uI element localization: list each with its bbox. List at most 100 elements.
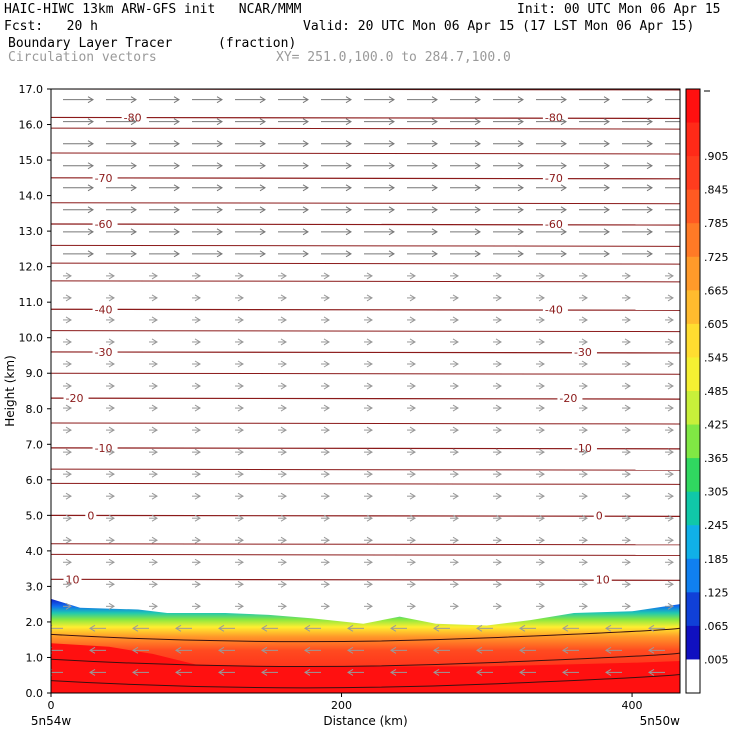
wind-vector-head [538, 558, 545, 566]
wind-vector-head [366, 360, 373, 368]
temperature-contour--80 [51, 116, 680, 120]
wind-vector-head [474, 162, 481, 170]
wind-vector-head [108, 470, 115, 478]
contour-label: 0 [87, 509, 94, 522]
wind-vector-head [194, 316, 201, 324]
wind-vector-head [538, 338, 545, 346]
wind-vector-head [108, 426, 115, 434]
wind-vector-head [452, 316, 459, 324]
wind-vector-head [216, 228, 223, 236]
wind-vector-head [452, 426, 459, 434]
wind-vector-head [603, 228, 610, 236]
contour-label: -30 [574, 346, 592, 359]
wind-vector-head [347, 624, 354, 632]
wind-vector-head [605, 624, 612, 632]
wind-vector-head [237, 536, 244, 544]
wind-vector-head [280, 558, 287, 566]
wind-vector-head [108, 448, 115, 456]
wind-vector-head [173, 250, 180, 258]
wind-vector-head [151, 580, 158, 588]
wind-vector-head [194, 602, 201, 610]
wind-vector-head [517, 184, 524, 192]
wind-vector-head [108, 272, 115, 280]
contour-label-bg [542, 171, 568, 184]
contour-label: -40 [545, 303, 563, 316]
colorbar-segment [686, 592, 700, 627]
contour-label: -10 [574, 442, 592, 455]
wind-vector-head [648, 646, 655, 654]
wind-vector-head [216, 162, 223, 170]
wind-vector-head [431, 228, 438, 236]
colorbar-label: .125 [704, 586, 729, 599]
wind-vector-head [431, 96, 438, 104]
wind-vector-head [646, 228, 653, 236]
y-tick-label: 9.0 [26, 367, 44, 380]
wind-vector-head [667, 470, 674, 478]
wind-vector-head [648, 668, 655, 676]
wind-vector-head [624, 448, 631, 456]
wind-vector-head [237, 492, 244, 500]
wind-vector-head [237, 602, 244, 610]
wind-vector-head [259, 162, 266, 170]
wind-vector-head [130, 118, 137, 126]
field-unit: (fraction) [218, 36, 297, 51]
y-tick-label: 12.0 [19, 261, 44, 274]
y-tick-label: 14.0 [19, 190, 44, 203]
y-tick-label: 11.0 [19, 296, 44, 309]
wind-vector-head [130, 96, 137, 104]
wind-vector-head [151, 514, 158, 522]
wind-vector-head [302, 250, 309, 258]
wind-vector-head [452, 492, 459, 500]
contour-label-bg [92, 303, 118, 316]
wind-vector-head [538, 492, 545, 500]
wind-vector-head [562, 668, 569, 676]
wind-vector-head [65, 426, 72, 434]
section-coords: XY= 251.0,100.0 to 284.7,100.0 [276, 50, 511, 65]
wind-vector-head [323, 470, 330, 478]
colorbar-label: .785 [704, 217, 729, 230]
wind-vector-head [560, 140, 567, 148]
temperature-contour--70 [51, 177, 680, 180]
contour-label: -10 [95, 442, 113, 455]
wind-vector-head [646, 162, 653, 170]
wind-vector-head [280, 404, 287, 412]
wind-vector-head [560, 118, 567, 126]
wind-vector-head [151, 404, 158, 412]
wind-vector-head [476, 646, 483, 654]
contour-label-bg [593, 509, 605, 522]
wind-vector-head [194, 536, 201, 544]
wind-vector-head [87, 162, 94, 170]
y-tick-label: 15.0 [19, 154, 44, 167]
wind-vector-head [216, 140, 223, 148]
contour-label: -60 [95, 218, 113, 231]
wind-vector-head [237, 580, 244, 588]
contour-label-bg [557, 392, 583, 405]
contour-label-bg [92, 171, 118, 184]
wind-vector-head [173, 118, 180, 126]
wind-vector-head [667, 558, 674, 566]
wind-vector-head [431, 162, 438, 170]
temperature-contour [51, 553, 680, 556]
wind-vector-head [452, 272, 459, 280]
wind-vector-head [409, 602, 416, 610]
wind-vector-head [646, 96, 653, 104]
contour-label: -80 [545, 111, 563, 124]
colorbar-segment [686, 525, 700, 560]
wind-vector-head [433, 624, 440, 632]
wind-vector-head [388, 206, 395, 214]
wind-vector-head [388, 140, 395, 148]
wind-vector-head [130, 162, 137, 170]
wind-vector-head [388, 184, 395, 192]
colorbar-label: .845 [704, 184, 729, 197]
wind-vector-head [65, 580, 72, 588]
wind-vector-head [280, 492, 287, 500]
colorbar-segment [686, 323, 700, 358]
wind-vector-head [323, 360, 330, 368]
wind-vector-head [323, 294, 330, 302]
wind-vector-head [218, 646, 225, 654]
contour-label-bg [542, 111, 568, 124]
wind-vector-head [581, 272, 588, 280]
wind-vector-head [409, 404, 416, 412]
colorbar-label: .365 [704, 452, 729, 465]
